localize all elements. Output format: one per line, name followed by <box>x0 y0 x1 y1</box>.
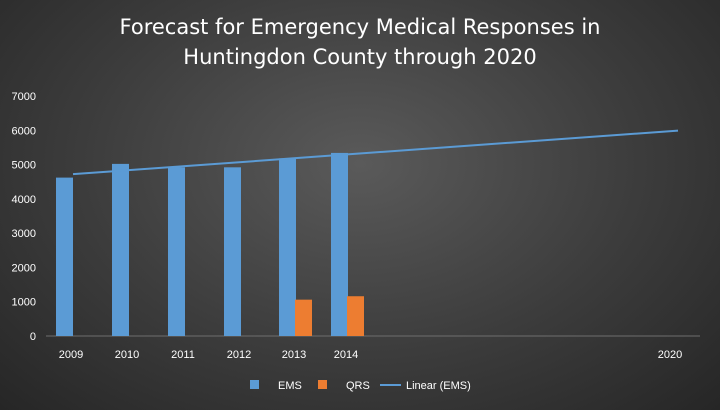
ems-bar <box>279 158 296 336</box>
legend-label: EMS <box>278 380 302 392</box>
x-tick-label: 2010 <box>115 349 139 361</box>
qrs-bar <box>347 296 364 336</box>
y-tick-label: 2000 <box>12 262 36 274</box>
chart-title: Forecast for Emergency Medical Responses… <box>0 12 720 72</box>
x-tick-label: 2014 <box>334 349 358 361</box>
legend-swatch-ems <box>250 380 259 389</box>
x-tick-label: 2009 <box>59 349 83 361</box>
ems-bar <box>331 152 348 336</box>
y-tick-label: 7000 <box>12 91 36 103</box>
linear-ems-trendline <box>72 129 679 176</box>
ems-bar <box>112 163 129 336</box>
x-tick-label: 2011 <box>171 349 195 361</box>
x-tick-label: 2013 <box>282 349 306 361</box>
ems-bar <box>224 167 241 336</box>
x-tick-label: 2020 <box>658 349 682 361</box>
y-tick-label: 6000 <box>12 125 36 137</box>
qrs-bar <box>295 299 312 336</box>
y-tick-label: 3000 <box>12 228 36 240</box>
y-tick-label: 1000 <box>12 297 36 309</box>
y-tick-label: 4000 <box>12 194 36 206</box>
legend-label: Linear (EMS) <box>406 380 471 392</box>
ems-bar <box>56 177 73 336</box>
legend-swatch-qrs <box>318 380 327 389</box>
y-tick-label: 0 <box>30 331 36 343</box>
legend-label: QRS <box>346 380 370 392</box>
ems-bar <box>168 167 185 336</box>
chart-title-line-2: Huntingdon County through 2020 <box>183 45 537 69</box>
chart-title-line-1: Forecast for Emergency Medical Responses… <box>119 15 601 39</box>
y-tick-label: 5000 <box>12 160 36 172</box>
x-tick-label: 2012 <box>227 349 251 361</box>
